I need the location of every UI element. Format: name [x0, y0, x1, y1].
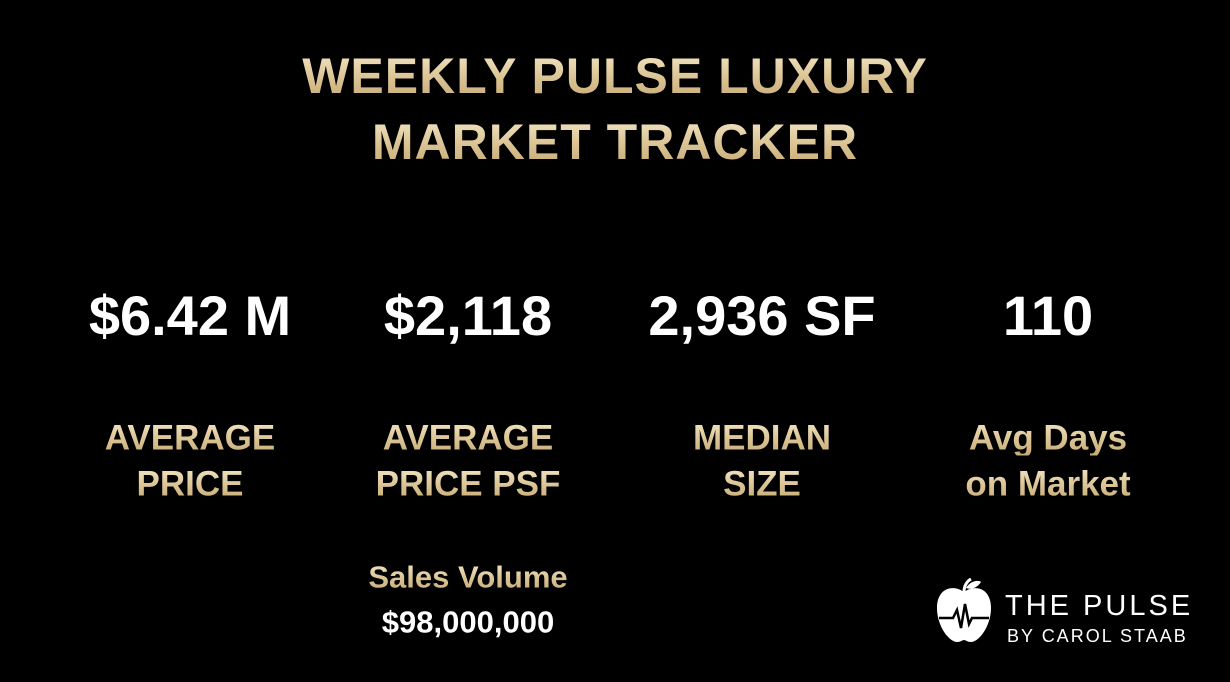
- metric-label: AVERAGE: [382, 418, 554, 458]
- logo-name: THE PULSE: [1005, 590, 1194, 622]
- metric-value: $2,118: [383, 284, 553, 347]
- metric-label: MEDIAN: [692, 418, 832, 458]
- logo-byline: BY CAROL STAAB: [1007, 626, 1188, 646]
- title-line: WEEKLY PULSE LUXURY: [302, 48, 928, 104]
- metric-label: on Market: [965, 464, 1131, 504]
- metric-label: Avg Days: [968, 418, 1128, 458]
- metric-value: 2,936 SF: [648, 284, 876, 347]
- sales-volume-label: Sales Volume: [368, 559, 568, 595]
- logo-icon: [937, 578, 991, 642]
- metric-label: PRICE PSF: [375, 464, 561, 504]
- metric-value: 110: [1002, 284, 1094, 347]
- sales-volume-value: $98,000,000: [381, 604, 555, 640]
- metric-label: PRICE: [136, 464, 244, 504]
- metric-label: AVERAGE: [104, 418, 276, 458]
- metric-value: $6.42 M: [88, 284, 292, 347]
- metric-label: SIZE: [723, 464, 801, 504]
- title-line: MARKET TRACKER: [371, 114, 859, 170]
